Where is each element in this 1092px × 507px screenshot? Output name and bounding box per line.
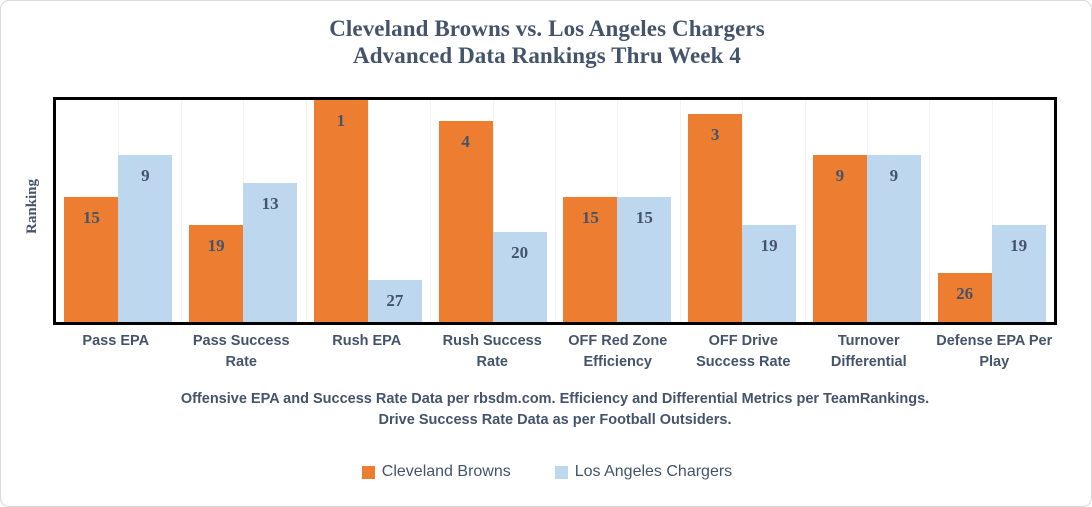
bar[interactable]: 19 [991, 225, 1046, 322]
bar-pair: 3 19 [680, 100, 805, 322]
bar[interactable]: 26 [937, 273, 992, 322]
bar-value-label: 20 [511, 243, 529, 262]
bar-groups: 15 9 19 13 1 27 4 20 15 15 3 19 9 9 26 19 [56, 100, 1054, 322]
bar-pair: 15 15 [555, 100, 680, 322]
y-axis-title-label: Ranking [24, 178, 41, 234]
bar-value-label: 13 [261, 194, 279, 213]
chart-title-line-2: Advanced Data Rankings Thru Week 4 [353, 43, 741, 68]
bar-group: 1 27 [305, 100, 431, 322]
bar[interactable]: 20 [492, 232, 547, 322]
bar-pair: 15 9 [56, 100, 181, 322]
bar-group: 19 13 [180, 100, 306, 322]
bar-value-label: 4 [461, 132, 470, 151]
group-separator [742, 100, 744, 322]
bar-value-label: 15 [82, 208, 100, 227]
category-label: OFF Red Zone Efficiency [568, 333, 668, 370]
plot-area: 15 9 19 13 1 27 4 20 15 15 3 19 9 9 26 19 [53, 97, 1057, 325]
bar-pair: 4 20 [430, 100, 555, 322]
bar-value-label: 1 [336, 111, 346, 130]
category-label: Defense EPA Per Play [936, 333, 1053, 370]
bar-value-label: 15 [635, 208, 653, 227]
bar[interactable]: 9 [812, 155, 867, 322]
legend-item[interactable]: Los Angeles Chargers [554, 463, 733, 481]
category-label: Rush EPA [332, 333, 402, 349]
bar[interactable]: 19 [189, 225, 244, 322]
bar[interactable]: 9 [118, 155, 173, 322]
bar-group: 15 9 [56, 100, 181, 322]
bar[interactable]: 4 [438, 121, 493, 322]
bar-group: 3 19 [679, 100, 805, 322]
bar-value-label: 26 [956, 284, 974, 303]
category-label: Pass EPA [82, 333, 150, 349]
bar-group: 15 15 [555, 100, 680, 322]
bar[interactable]: 15 [64, 197, 119, 322]
category-label: Rush Success Rate [442, 333, 542, 370]
bar[interactable]: 15 [563, 197, 618, 322]
bar-value-label: 9 [835, 166, 845, 185]
group-separator [492, 100, 494, 322]
category-label: Turnover Differential [830, 333, 907, 370]
group-separator [991, 100, 993, 322]
bar[interactable]: 19 [742, 225, 797, 322]
bar[interactable]: 3 [688, 114, 743, 322]
bar-value-label: 9 [141, 166, 150, 185]
bar[interactable]: 27 [367, 280, 422, 322]
bar-group: 4 20 [430, 100, 555, 322]
footnote-line-1: Offensive EPA and Success Rate Data per … [180, 391, 930, 407]
y-axis-title: Ranking [15, 141, 51, 271]
bar-pair: 19 13 [181, 100, 306, 322]
legend-label: Cleveland Browns [381, 463, 511, 480]
footnote: Offensive EPA and Success Rate Data per … [53, 389, 1057, 431]
bar-value-label: 19 [1010, 236, 1028, 255]
bar-pair: 26 19 [929, 100, 1054, 322]
chart-legend: Cleveland Browns Los Angeles Chargers [1, 463, 1091, 481]
category-axis: Pass EPA Pass Success Rate Rush EPA Rush Su… [53, 331, 1057, 373]
category-label: Pass Success Rate [192, 333, 290, 370]
bar-value-label: 19 [760, 236, 778, 255]
category-label: OFF Drive Success Rate [696, 333, 791, 370]
legend-item[interactable]: Cleveland Browns [361, 463, 511, 481]
legend-swatch-icon [361, 465, 375, 479]
bar-value-label: 19 [207, 236, 225, 255]
bar[interactable]: 15 [617, 197, 672, 322]
chart-title-line-1: Cleveland Browns vs. Los Angeles Charger… [329, 16, 765, 41]
bar[interactable]: 9 [866, 155, 921, 322]
bar-pair: 1 27 [306, 100, 431, 322]
bar-value-label: 9 [889, 166, 899, 185]
chart-title: Cleveland Browns vs. Los Angeles Charger… [1, 15, 1091, 69]
bar[interactable]: 13 [243, 183, 298, 322]
bar-group: 26 19 [929, 100, 1054, 322]
footnote-line-2: Drive Success Rate Data as per Football … [378, 412, 732, 428]
bar-value-label: 27 [386, 291, 404, 310]
bar-value-label: 3 [710, 125, 720, 144]
legend-swatch-icon [554, 465, 568, 479]
bar[interactable]: 1 [313, 100, 368, 322]
group-separator [367, 100, 369, 322]
legend-label: Los Angeles Chargers [574, 463, 733, 480]
bar-value-label: 15 [581, 208, 599, 227]
